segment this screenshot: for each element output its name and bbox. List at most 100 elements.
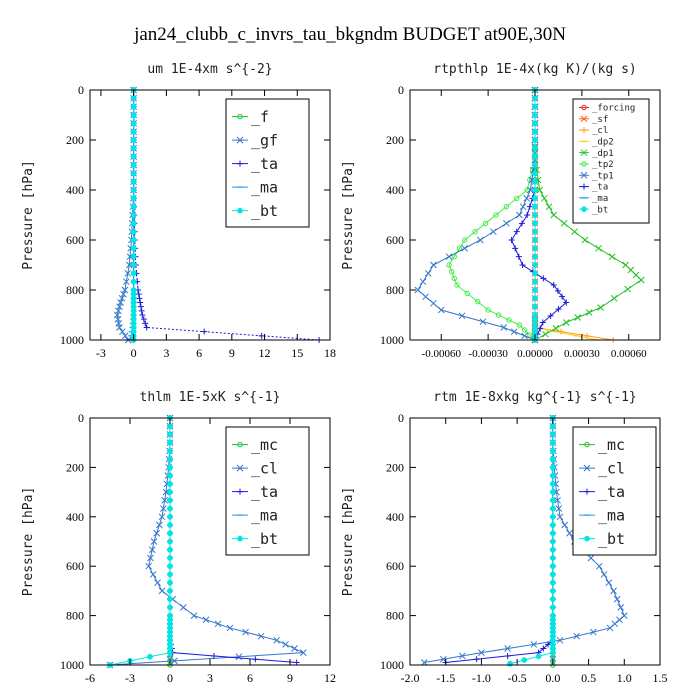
data-point (532, 170, 538, 177)
data-point (526, 203, 533, 210)
legend: _f _gf _ta _ma _bt (225, 98, 310, 228)
data-point (510, 328, 518, 336)
data-point (495, 312, 502, 318)
data-point (201, 328, 208, 335)
data-point (130, 153, 137, 160)
data-point (550, 530, 556, 537)
x-tick-label: 0.5 (581, 671, 596, 685)
data-point (530, 641, 538, 648)
x-tick-label: 1.0 (617, 671, 632, 685)
data-point (507, 660, 513, 667)
legend-label: _dp2 (592, 138, 614, 148)
data-point (532, 203, 538, 210)
y-tick-label: 0 (78, 83, 84, 97)
x-tick-label: 0.00030 (564, 348, 600, 360)
data-point (532, 287, 538, 293)
data-point (532, 95, 538, 102)
data-point (242, 628, 249, 636)
data-point (167, 538, 173, 545)
data-point (606, 624, 614, 632)
data-point (414, 286, 422, 294)
y-axis-label: Pressure [hPa] (21, 487, 36, 597)
data-point (130, 270, 137, 277)
data-point (535, 653, 542, 660)
legend-marker (581, 127, 587, 134)
data-point (171, 657, 178, 665)
data-point (532, 137, 538, 143)
legend-marker (237, 488, 243, 495)
data-point (550, 571, 556, 578)
data-point (451, 275, 457, 282)
legend-label: _cl (598, 459, 625, 477)
data-point (130, 162, 137, 168)
legend-marker (584, 441, 590, 448)
legend-label: _cl (251, 459, 278, 477)
data-point (475, 298, 481, 305)
data-point (130, 228, 137, 235)
data-point (454, 282, 460, 288)
data-point (482, 220, 489, 227)
data-point (461, 244, 469, 252)
data-point (550, 448, 556, 454)
data-point (524, 212, 531, 218)
y-tick-label: 200 (386, 133, 404, 147)
data-point (532, 228, 538, 235)
data-point (116, 303, 123, 311)
data-point (167, 563, 173, 570)
data-point (130, 245, 137, 252)
legend-label: _sf (592, 115, 608, 125)
data-point (532, 103, 538, 110)
y-tick-label: 400 (386, 183, 404, 197)
data-point (136, 295, 143, 302)
data-point (130, 237, 137, 243)
data-point (532, 270, 538, 277)
data-point (605, 579, 613, 587)
data-point (167, 555, 173, 561)
data-point (532, 187, 538, 193)
data-point (424, 269, 432, 277)
x-tick-label: -0.00030 (468, 348, 508, 360)
series-tp1 (414, 86, 539, 344)
data-point (130, 178, 137, 185)
panel-title: um 1E-4xm s^{-2} (147, 62, 272, 77)
series-tp2 (446, 87, 538, 343)
x-tick-label: -3 (96, 346, 106, 360)
data-point (437, 306, 445, 314)
data-point (542, 330, 549, 338)
data-point (419, 278, 427, 286)
data-point (515, 253, 522, 260)
data-point (472, 228, 478, 235)
x-tick-label: -1.5 (436, 671, 455, 685)
data-point (536, 186, 544, 194)
data-point (571, 228, 578, 236)
data-point (562, 319, 570, 326)
x-tick-label: 6 (196, 346, 202, 360)
y-tick-label: 600 (66, 233, 84, 247)
data-point (211, 652, 217, 659)
y-tick-label: 800 (386, 609, 404, 623)
legend-label: _tp2 (592, 160, 614, 170)
data-point (587, 554, 595, 562)
data-point (120, 290, 127, 298)
data-point (519, 262, 526, 268)
data-point (550, 538, 556, 545)
data-point (451, 253, 457, 260)
data-point (521, 657, 528, 663)
data-point (527, 332, 533, 338)
legend-label: _forcing (592, 104, 635, 114)
data-point (627, 266, 635, 274)
data-point (130, 187, 137, 193)
data-point (532, 220, 538, 227)
x-tick-label: 6 (247, 671, 253, 685)
data-point (519, 203, 527, 211)
data-point (514, 195, 520, 202)
legend-marker (584, 535, 590, 542)
legend-box (572, 98, 650, 224)
data-point (235, 653, 243, 661)
legend-marker (581, 161, 587, 167)
legend-marker (580, 149, 588, 157)
panel-title: thlm 1E-5xK s^{-1} (140, 390, 281, 405)
data-point (540, 645, 547, 652)
data-point (558, 328, 565, 335)
legend-label: _ta (251, 155, 278, 173)
